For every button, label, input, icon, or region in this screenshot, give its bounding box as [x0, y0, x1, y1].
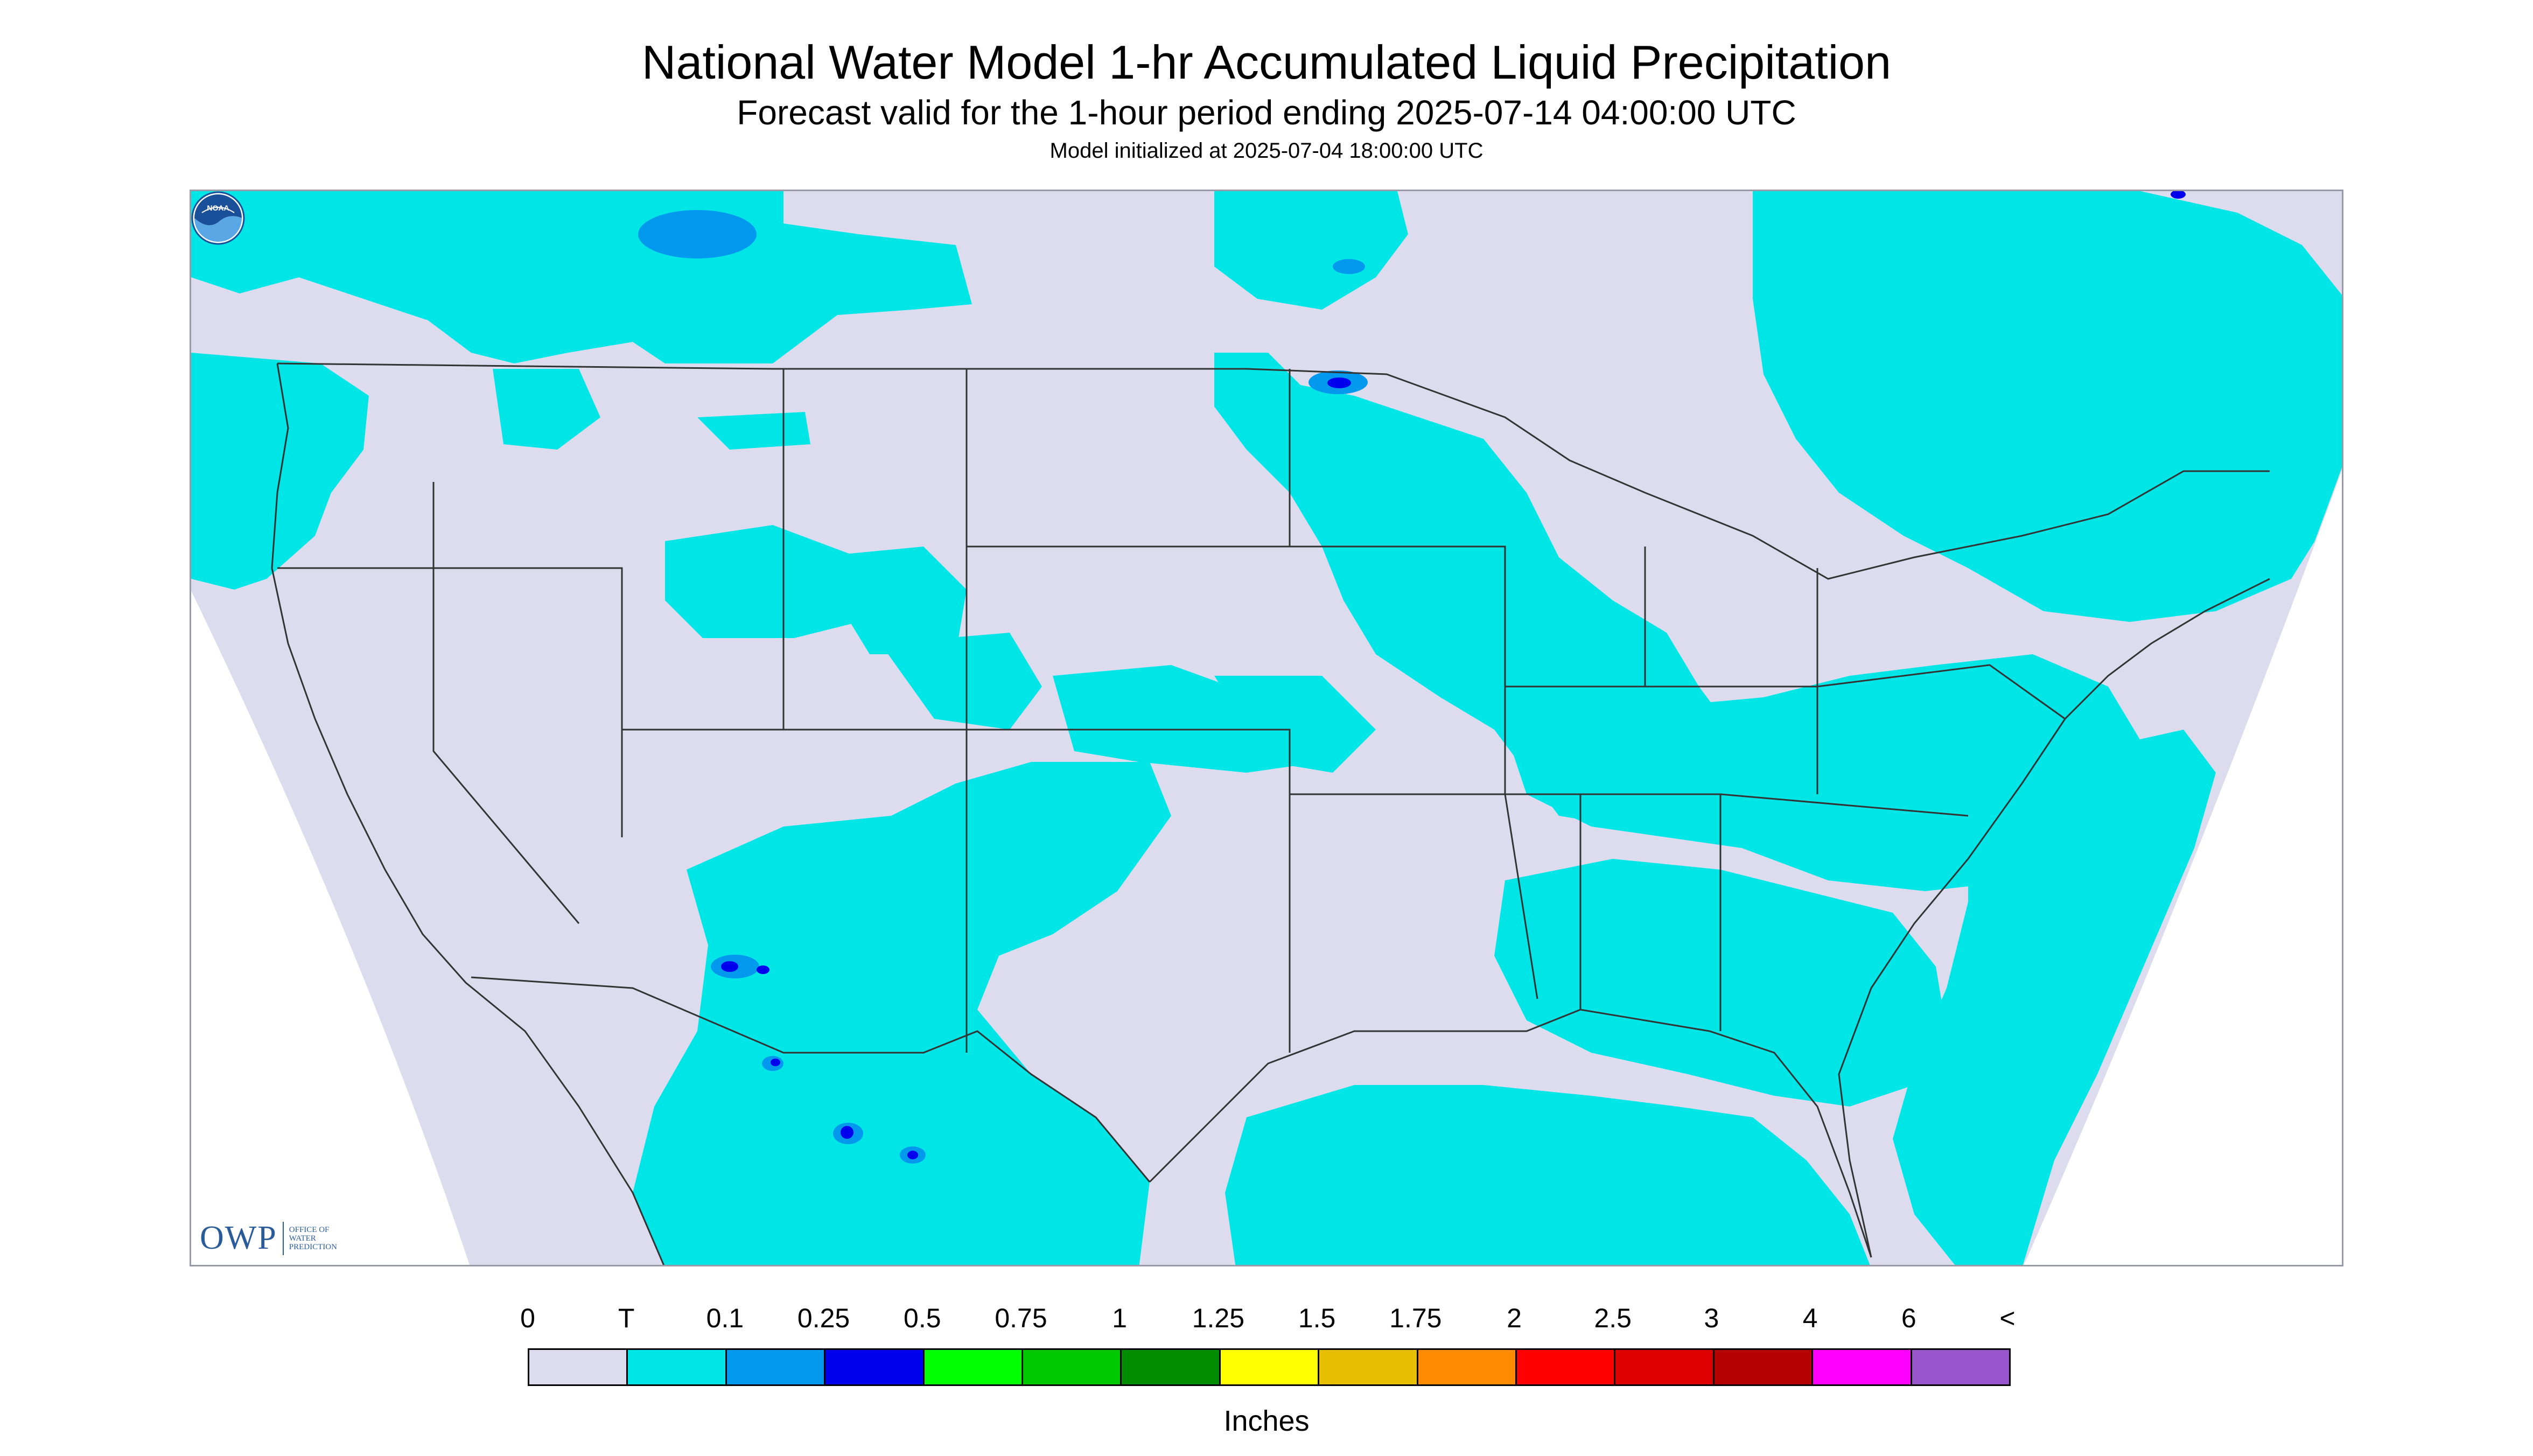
legend-label: 2.5	[1594, 1303, 1632, 1333]
owp-logo: OWP Office of Water Prediction	[200, 1219, 337, 1257]
legend-swatch	[529, 1350, 628, 1384]
boundary-lines	[271, 362, 2270, 1265]
precipitation-map: OWP Office of Water Prediction NOAA	[190, 190, 2343, 1266]
legend-swatch	[1714, 1350, 1814, 1384]
model-init-time: Model initialized at 2025-07-04 18:00:00…	[1049, 139, 1484, 163]
legend-swatch	[825, 1350, 925, 1384]
legend-label: 0.1	[706, 1303, 744, 1333]
legend-label: <	[1999, 1303, 2016, 1333]
legend-swatch	[924, 1350, 1024, 1384]
model-domain	[191, 191, 2342, 1265]
legend-label: 0.25	[797, 1303, 850, 1333]
legend-swatch	[628, 1350, 727, 1384]
map-subtitle: Forecast valid for the 1-hour period end…	[737, 93, 1796, 132]
legend-label: 0	[520, 1303, 535, 1333]
legend-labels: 0 T 0.1 0.25 0.5 0.75 1 1.25 1.5 1.75 2 2.5 3 4 6 <	[520, 1303, 2016, 1335]
map-canvas	[191, 191, 2342, 1265]
legend-units: Inches	[1223, 1405, 1310, 1437]
noaa-logo-icon: NOAA	[191, 191, 245, 245]
legend-swatch	[1319, 1350, 1418, 1384]
legend-swatch	[1122, 1350, 1221, 1384]
legend-label: 1.25	[1192, 1303, 1245, 1333]
legend-label: 1.75	[1389, 1303, 1442, 1333]
color-legend	[528, 1348, 2011, 1386]
owp-logo-text: Office of Water Prediction	[289, 1226, 337, 1251]
owp-logo-divider	[282, 1221, 284, 1255]
legend-swatch	[1813, 1350, 1912, 1384]
legend-swatch	[1220, 1350, 1320, 1384]
domain-edge	[191, 467, 2342, 1265]
owp-logo-mark: OWP	[200, 1220, 277, 1256]
legend-swatch	[726, 1350, 826, 1384]
legend-swatch	[1615, 1350, 1715, 1384]
legend-swatch	[1912, 1350, 2010, 1384]
legend-label: 4	[1802, 1303, 1818, 1333]
owp-logo-text-line: Office of	[289, 1225, 330, 1234]
legend-swatch	[1517, 1350, 1616, 1384]
legend-swatch	[1418, 1350, 1517, 1384]
legend-swatch	[1023, 1350, 1122, 1384]
trace-precip-areas	[191, 191, 2342, 1265]
legend-label: T	[618, 1303, 635, 1333]
legend-label: 2	[1507, 1303, 1522, 1333]
legend-label: 3	[1704, 1303, 1719, 1333]
noaa-logo-text: NOAA	[207, 204, 229, 212]
legend-label: 1.5	[1298, 1303, 1336, 1333]
map-title: National Water Model 1-hr Accumulated Li…	[641, 36, 1892, 89]
legend-label: 0.75	[995, 1303, 1047, 1333]
legend-label: 0.5	[904, 1303, 941, 1333]
moderate-precip-areas	[721, 191, 2186, 1159]
owp-logo-text-line: Prediction	[289, 1242, 337, 1251]
legend-label: 1	[1112, 1303, 1128, 1333]
legend-label: 6	[1901, 1303, 1916, 1333]
owp-logo-text-line: Water	[289, 1234, 316, 1243]
